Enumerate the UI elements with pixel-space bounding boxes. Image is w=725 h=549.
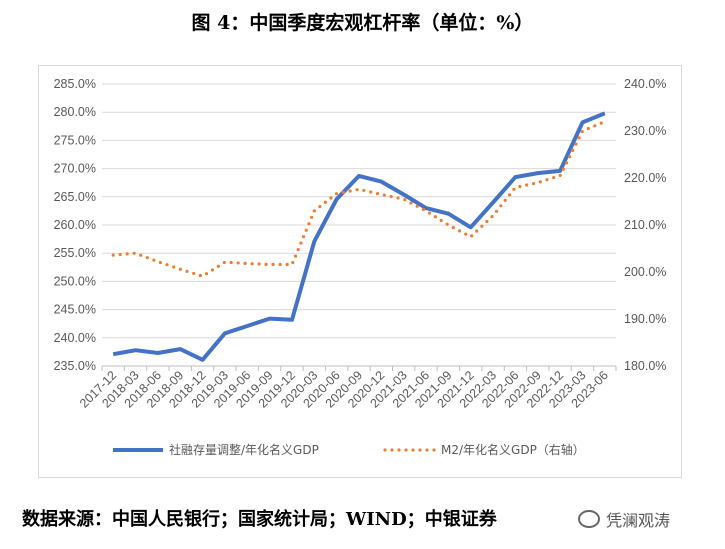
left-tick-label: 245.0%	[54, 303, 96, 317]
data-source: 数据来源：中国人民银行；国家统计局；WIND；中银证券	[22, 509, 497, 530]
left-tick-label: 270.0%	[54, 162, 96, 176]
right-tick-label: 210.0%	[624, 218, 666, 232]
left-tick-label: 255.0%	[54, 246, 96, 260]
chart-title: 图 4：中国季度宏观杠杆率（单位：%）	[191, 12, 534, 34]
legend-label: M2/年化名义GDP（右轴）	[441, 442, 585, 457]
legend-label: 社融存量调整/年化名义GDP	[169, 442, 319, 457]
left-tick-label: 265.0%	[54, 190, 96, 204]
left-tick-label: 280.0%	[54, 105, 96, 119]
left-tick-label: 275.0%	[54, 133, 96, 147]
left-tick-label: 260.0%	[54, 218, 96, 232]
watermark: 凭澜观涛	[578, 507, 670, 531]
series-line-0	[112, 111, 606, 362]
right-tick-label: 220.0%	[624, 171, 666, 185]
right-tick-label: 200.0%	[624, 265, 666, 279]
chart-frame	[38, 65, 682, 478]
right-tick-label: 180.0%	[624, 359, 666, 373]
series-line-1	[111, 119, 607, 278]
right-tick-label: 240.0%	[624, 77, 666, 91]
wechat-icon	[578, 510, 600, 528]
right-tick-label: 190.0%	[624, 312, 666, 326]
left-tick-label: 240.0%	[54, 331, 96, 345]
right-tick-label: 230.0%	[624, 124, 666, 138]
left-tick-label: 250.0%	[54, 274, 96, 288]
watermark-text: 凭澜观涛	[606, 511, 671, 530]
left-tick-label: 235.0%	[54, 359, 96, 373]
left-tick-label: 285.0%	[54, 77, 96, 91]
